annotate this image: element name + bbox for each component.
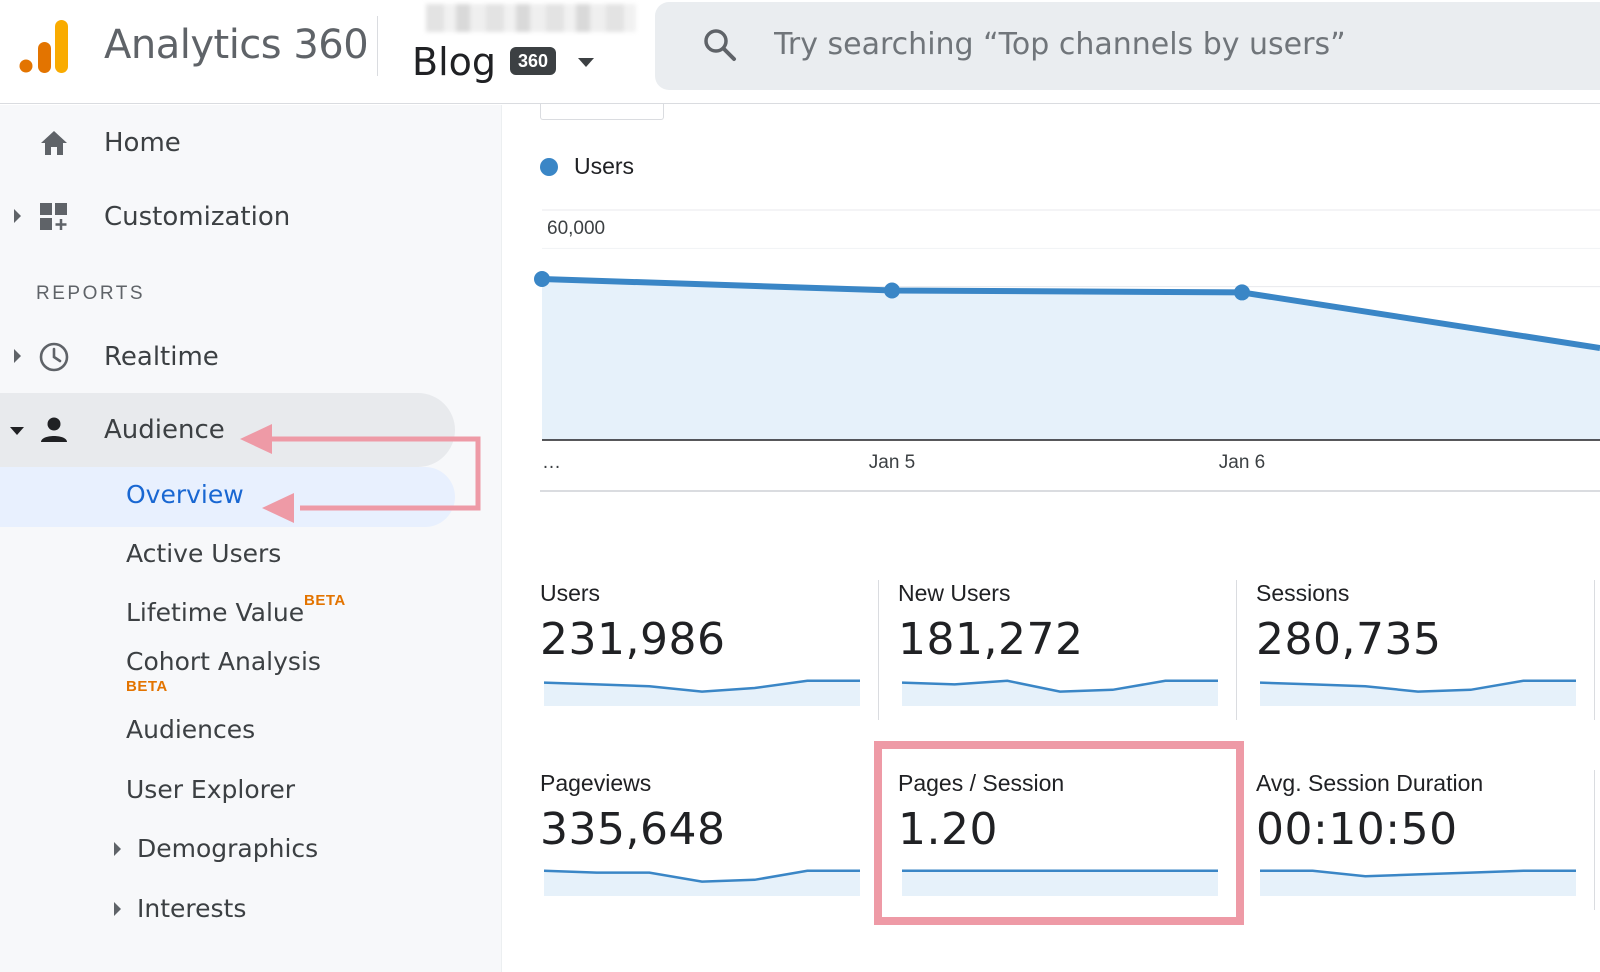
sidebar-subitem-interests[interactable]: Interests <box>137 894 247 923</box>
metric-value: 1.20 <box>898 804 998 855</box>
sidebar-item-label: Home <box>104 128 181 158</box>
metric-sessions[interactable]: Sessions 280,735 <box>1256 580 1596 750</box>
sidebar-subitem-cohort-analysis[interactable]: Cohort Analysis <box>126 647 321 676</box>
data-point[interactable] <box>884 282 900 299</box>
dashboard-plus-icon <box>40 203 67 230</box>
sidebar-subitem-demographics[interactable]: Demographics <box>137 834 319 863</box>
sidebar-item-audience[interactable]: Audience <box>0 400 460 460</box>
analytics-logo-icon[interactable] <box>18 18 70 74</box>
sparkline-area <box>1260 680 1576 706</box>
expand-arrow-icon[interactable] <box>114 902 121 916</box>
metric-sparkline <box>544 869 860 896</box>
sparkline-area <box>1260 870 1576 896</box>
metric-label: New Users <box>898 580 1011 606</box>
top-header: Analytics 360 Blog 360 <box>0 0 1600 104</box>
highlight-annotation-box <box>874 741 1244 925</box>
beta-badge: BETA <box>304 592 346 609</box>
sidebar-item-home[interactable]: Home <box>0 113 460 173</box>
metric-value: 280,735 <box>1256 614 1442 665</box>
expand-arrow-icon[interactable] <box>114 842 121 856</box>
sidebar-subitem-lifetime-value[interactable]: Lifetime Value <box>126 598 305 627</box>
sidebar-item-customization[interactable]: Customization <box>0 187 460 247</box>
beta-badge: BETA <box>126 678 168 695</box>
metric-divider <box>1594 580 1595 720</box>
metric-divider <box>1236 580 1237 720</box>
property-badge: 360 <box>510 47 556 75</box>
metric-sparkline <box>902 869 1218 896</box>
metric-sparkline <box>902 679 1218 706</box>
chart-tab-stub[interactable] <box>540 104 664 120</box>
metric-avg-session-duration[interactable]: Avg. Session Duration 00:10:50 <box>1256 770 1596 940</box>
sidebar-item-label: Realtime <box>104 342 219 372</box>
collapse-arrow-icon[interactable] <box>10 427 24 435</box>
sparkline-line <box>902 679 1218 693</box>
app-title: Analytics 360 <box>104 22 369 68</box>
metric-divider <box>1594 770 1595 910</box>
metric-sparkline <box>1260 869 1576 896</box>
sidebar-item-label: Audience <box>104 415 225 445</box>
property-dropdown-caret-icon[interactable] <box>578 58 594 67</box>
metric-label: Sessions <box>1256 580 1350 606</box>
metric-label: Pages / Session <box>898 770 1065 796</box>
metric-label: Pageviews <box>540 770 652 796</box>
sidebar-subitem-audiences[interactable]: Audiences <box>126 715 256 744</box>
expand-arrow-icon[interactable] <box>14 349 21 363</box>
metric-sparkline <box>1260 679 1576 706</box>
property-name[interactable]: Blog <box>412 40 496 84</box>
sparkline-area <box>544 680 860 706</box>
home-icon <box>41 131 67 155</box>
sidebar-item-label: Customization <box>104 202 291 232</box>
search-icon[interactable] <box>702 27 738 63</box>
sparkline-line <box>544 869 860 883</box>
data-point[interactable] <box>1234 284 1250 301</box>
sidebar-subitem-overview[interactable]: Overview <box>126 480 244 509</box>
sparkline-area <box>902 680 1218 706</box>
legend-users-dot <box>540 158 558 176</box>
data-point[interactable] <box>534 271 550 287</box>
sparkline-area <box>544 870 860 896</box>
sparkline-line <box>544 679 860 693</box>
metric-new-users[interactable]: New Users 181,272 <box>898 580 1238 750</box>
metric-value: 00:10:50 <box>1256 804 1458 855</box>
metric-label: Users <box>540 580 601 606</box>
chart-bottom-border <box>540 490 1600 492</box>
sidebar-item-realtime[interactable]: Realtime <box>0 327 460 387</box>
metric-value: 335,648 <box>540 804 726 855</box>
metric-label: Avg. Session Duration <box>1256 770 1484 796</box>
metric-value: 231,986 <box>540 614 726 665</box>
sidebar-subitem-user-explorer[interactable]: User Explorer <box>126 775 296 804</box>
x-tick-label: … <box>542 452 561 473</box>
sidebar: Home Customization REPORTS Realtime Audi… <box>0 105 502 972</box>
legend-users-label: Users <box>574 153 635 179</box>
metric-pages-per-session[interactable]: Pages / Session 1.20 <box>898 770 1238 940</box>
sidebar-subitem-active-users[interactable]: Active Users <box>126 539 282 568</box>
x-tick-label: Jan 6 <box>1219 452 1265 473</box>
metric-value: 181,272 <box>898 614 1084 665</box>
sparkline-line <box>1260 869 1576 878</box>
clock-icon <box>39 342 69 372</box>
reports-heading: REPORTS <box>36 283 146 304</box>
series-area <box>542 279 1600 440</box>
sparkline-line <box>1260 679 1576 693</box>
metric-users[interactable]: Users 231,986 <box>540 580 880 750</box>
metric-divider <box>878 580 879 720</box>
y-tick-label: 60,000 <box>547 218 605 239</box>
expand-arrow-icon[interactable] <box>14 209 21 223</box>
sparkline-area <box>902 870 1218 896</box>
person-icon <box>41 417 67 442</box>
metric-pageviews[interactable]: Pageviews 335,648 <box>540 770 880 940</box>
search-input[interactable] <box>774 22 1574 66</box>
metric-sparkline <box>544 679 860 706</box>
header-divider <box>377 16 378 76</box>
x-tick-label: Jan 5 <box>869 452 915 473</box>
blurred-account-name <box>426 4 636 32</box>
series-line-users <box>541 276 1600 351</box>
